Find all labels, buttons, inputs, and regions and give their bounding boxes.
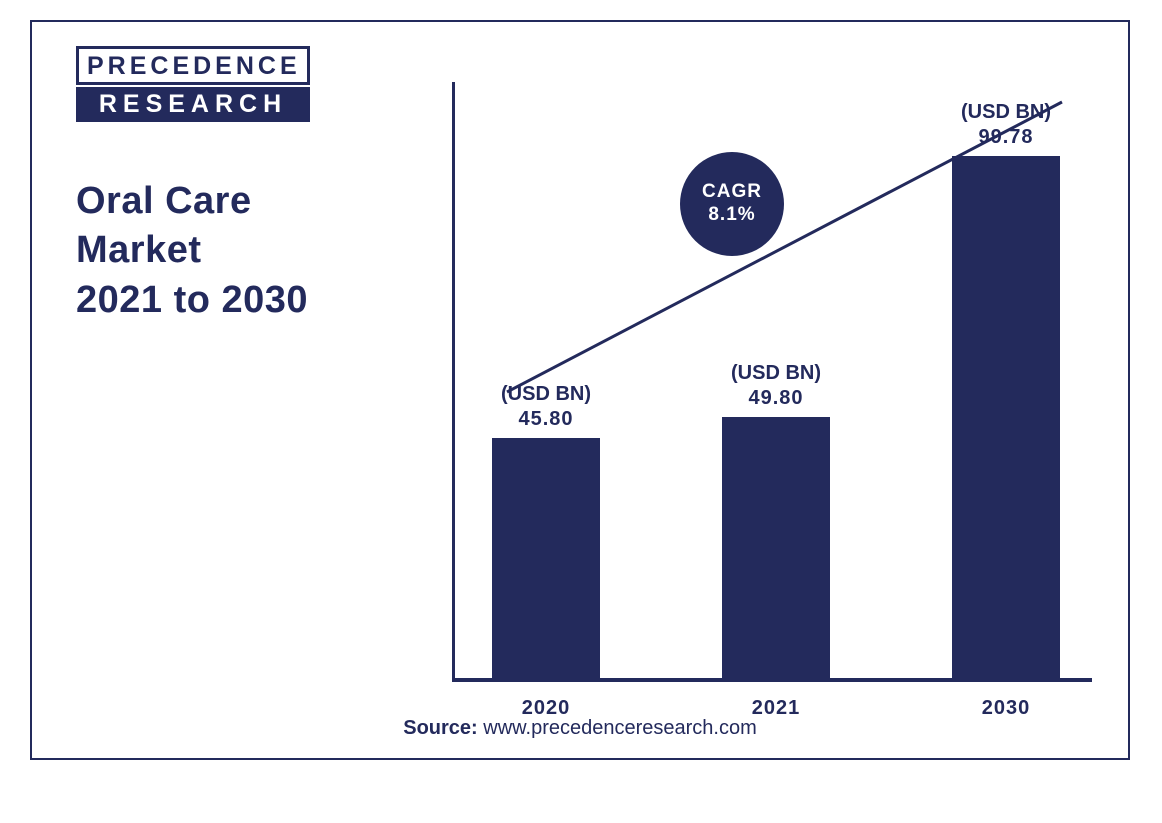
- source-prefix: Source:: [403, 717, 477, 739]
- brand-logo: PRECEDENCE RESEARCH: [76, 46, 310, 122]
- bar-value: 99.78: [931, 125, 1081, 150]
- chart-title: Oral Care Market 2021 to 2030: [76, 177, 308, 325]
- source-url: www.precedenceresearch.com: [483, 717, 756, 739]
- logo-line-1: PRECEDENCE: [76, 46, 310, 85]
- cagr-badge: CAGR 8.1%: [680, 152, 784, 256]
- title-line-3: 2021 to 2030: [76, 276, 308, 325]
- bar: [952, 156, 1060, 678]
- bar-value-label: (USD BN)45.80: [471, 382, 621, 432]
- cagr-label: CAGR: [702, 181, 762, 204]
- bar-unit: (USD BN): [471, 382, 621, 407]
- chart-frame: PRECEDENCE RESEARCH Oral Care Market 202…: [30, 20, 1130, 760]
- title-line-1: Oral Care: [76, 177, 308, 226]
- bar-unit: (USD BN): [701, 361, 851, 386]
- bar-value-label: (USD BN)49.80: [701, 361, 851, 411]
- cagr-value: 8.1%: [708, 204, 755, 227]
- bar-value-label: (USD BN)99.78: [931, 100, 1081, 150]
- bar-value: 45.80: [471, 407, 621, 432]
- bar-value: 49.80: [701, 386, 851, 411]
- bar: [492, 438, 600, 678]
- logo-line-2: RESEARCH: [76, 87, 310, 122]
- title-line-2: Market: [76, 226, 308, 275]
- bar: [722, 417, 830, 678]
- bar-chart: (USD BN)45.802020(USD BN)49.802021(USD B…: [432, 82, 1092, 702]
- bar-unit: (USD BN): [931, 100, 1081, 125]
- source-line: Source: www.precedenceresearch.com: [32, 717, 1128, 740]
